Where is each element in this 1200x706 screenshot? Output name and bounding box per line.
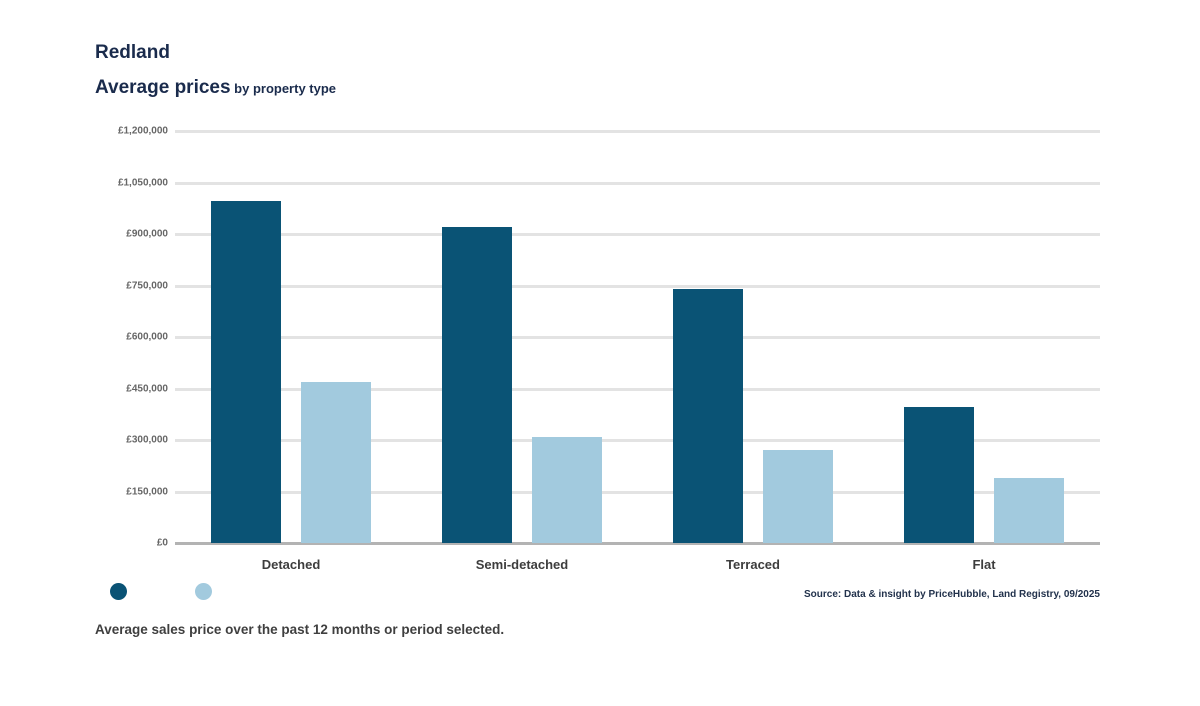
x-axis-label: Flat <box>972 557 996 572</box>
bar-detached-series-dark <box>211 201 281 543</box>
bar-terraced-series-dark <box>673 289 743 543</box>
chart-header: Redland Average prices by property type <box>95 42 336 100</box>
y-axis-tick-label: £300,000 <box>126 434 168 446</box>
gridline <box>175 491 1100 494</box>
x-axis-label: Detached <box>261 557 321 572</box>
y-axis-tick-label: £750,000 <box>126 280 168 292</box>
chart-subtitle: Average prices by property type <box>95 77 336 100</box>
gridline <box>175 182 1100 185</box>
legend-dot-series-light <box>195 583 212 600</box>
source-attribution: Source: Data & insight by PriceHubble, L… <box>803 589 1100 600</box>
gridline <box>175 336 1100 339</box>
y-axis-tick-label: £1,200,000 <box>117 125 168 137</box>
y-axis-tick-label: £150,000 <box>126 486 168 498</box>
bar-flat-series-light <box>994 478 1064 543</box>
gridline <box>175 439 1100 442</box>
chart-subtitle-main: Average prices <box>95 76 231 98</box>
footnote: Average sales price over the past 12 mon… <box>95 622 505 637</box>
legend-dot-series-dark <box>110 583 127 600</box>
y-axis-tick-label: £1,050,000 <box>117 177 168 189</box>
bar-semi-detached-series-light <box>532 437 602 543</box>
bar-flat-series-dark <box>904 407 974 543</box>
gridline <box>175 233 1100 236</box>
y-axis-tick-label: £600,000 <box>126 331 168 343</box>
x-axis-label: Terraced <box>726 557 780 572</box>
gridline <box>175 130 1100 133</box>
x-axis-line <box>175 542 1100 545</box>
bar-detached-series-light <box>301 382 371 543</box>
y-axis-tick-label: £0 <box>156 537 168 549</box>
gridline <box>175 388 1100 391</box>
y-axis-tick-label: £450,000 <box>126 383 168 395</box>
chart-title: Redland <box>95 42 170 63</box>
bar-semi-detached-series-dark <box>442 227 512 543</box>
y-axis-tick-label: £900,000 <box>126 228 168 240</box>
chart-subtitle-suffix: by property type <box>230 80 337 96</box>
bar-terraced-series-light <box>763 450 833 543</box>
x-axis-label: Semi-detached <box>475 557 569 572</box>
gridline <box>175 285 1100 288</box>
